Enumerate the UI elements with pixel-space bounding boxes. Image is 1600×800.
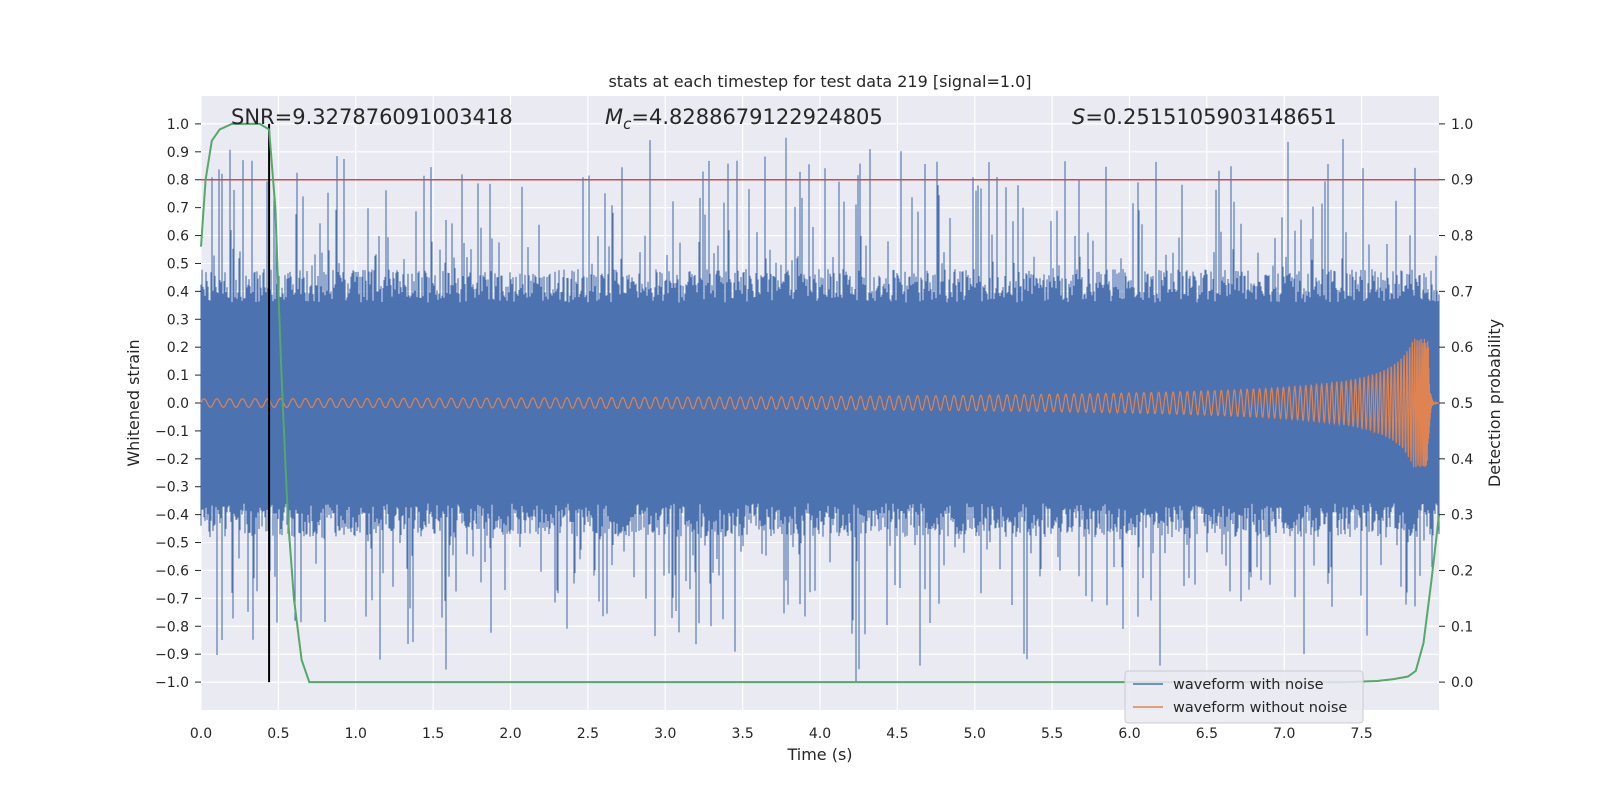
x-tick-label: 0.0 xyxy=(190,726,212,742)
y2-tick-label: 0.2 xyxy=(1451,563,1473,579)
y2-tick-label: 0.4 xyxy=(1451,452,1473,468)
mc-annotation: Mc=4.8288679122924805 xyxy=(605,105,883,133)
y-tick-label: −0.7 xyxy=(155,591,189,607)
x-tick-label: 5.5 xyxy=(1041,726,1063,742)
y-tick-label: 0.5 xyxy=(167,256,189,272)
y-tick-label: −0.3 xyxy=(155,480,189,496)
x-tick-label: 1.0 xyxy=(345,726,367,742)
x-tick-label: 3.0 xyxy=(654,726,676,742)
y-tick-label: −0.1 xyxy=(155,424,189,440)
y-tick-label: 0.3 xyxy=(167,312,189,328)
y-tick-label: −0.6 xyxy=(155,563,189,579)
y2-tick-label: 0.6 xyxy=(1451,340,1473,356)
y2-tick-label: 0.7 xyxy=(1451,284,1473,300)
y-tick-label: −0.4 xyxy=(155,508,189,524)
y2-axis-ticks: 1.0 0.9 0.8 0.7 0.6 0.5 0.4 0.3 0.2 0.1 0.0 xyxy=(1439,117,1473,691)
y-tick-label: −1.0 xyxy=(155,675,189,691)
x-tick-label: 0.5 xyxy=(267,726,289,742)
x-tick-label: 5.0 xyxy=(964,726,986,742)
y-tick-label: 0.7 xyxy=(167,201,189,217)
legend-label-noise: waveform with noise xyxy=(1173,677,1324,693)
y2-axis-label: Detection probability xyxy=(1485,319,1504,487)
y-tick-label: 0.4 xyxy=(167,284,189,300)
x-tick-label: 4.5 xyxy=(886,726,908,742)
y2-tick-label: 1.0 xyxy=(1451,117,1473,133)
s-symbol: S xyxy=(1072,105,1085,129)
y-tick-label: −0.2 xyxy=(155,452,189,468)
y2-tick-label: 0.0 xyxy=(1451,675,1473,691)
s-value: =0.2515105903148651 xyxy=(1085,105,1336,129)
y2-tick-label: 0.3 xyxy=(1451,508,1473,524)
x-axis-ticks: 0.0 0.5 1.0 1.5 2.0 2.5 3.0 3.5 4.0 4.5 5.0 5.5 6.0 6… xyxy=(190,726,1373,742)
y-tick-label: 0.9 xyxy=(167,145,189,161)
series-waveform-without-noise xyxy=(200,338,1440,468)
mc-symbol: M xyxy=(605,105,623,129)
y-tick-label: −0.5 xyxy=(155,536,189,552)
series-detection-probability xyxy=(200,122,1440,684)
y-tick-label: 0.1 xyxy=(167,368,189,384)
x-tick-label: 2.5 xyxy=(577,726,599,742)
chart-title: stats at each timestep for test data 219… xyxy=(608,72,1031,91)
legend-box xyxy=(1124,670,1364,724)
chirp-trace xyxy=(200,338,1440,468)
y-tick-label: 1.0 xyxy=(167,117,189,133)
x-tick-label: 6.5 xyxy=(1196,726,1218,742)
y-tick-label: −0.8 xyxy=(155,619,189,635)
y2-tick-label: 0.1 xyxy=(1451,619,1473,635)
x-tick-label: 6.0 xyxy=(1118,726,1140,742)
snr-annotation: SNR=9.327876091003418 xyxy=(231,105,513,129)
y-tick-label: 0.2 xyxy=(167,340,189,356)
y-tick-label: 0.8 xyxy=(167,173,189,189)
y-axis-label: Whitened strain xyxy=(124,339,143,466)
y-tick-label: 0.0 xyxy=(167,396,189,412)
legend-label-clean: waveform without noise xyxy=(1173,700,1347,716)
y-axis-ticks: 1.0 0.9 0.8 0.7 0.6 0.5 0.4 0.3 0.2 0.1 0.0 −0.1 −0.… xyxy=(155,117,201,691)
x-axis-label: Time (s) xyxy=(786,745,852,764)
mc-value: =4.8288679122924805 xyxy=(631,105,882,129)
x-tick-label: 7.5 xyxy=(1350,726,1372,742)
x-tick-label: 4.0 xyxy=(809,726,831,742)
y-tick-label: −0.9 xyxy=(155,647,189,663)
x-tick-label: 2.0 xyxy=(499,726,521,742)
mc-subscript: c xyxy=(623,115,632,133)
y2-tick-label: 0.8 xyxy=(1451,229,1473,245)
y2-tick-label: 0.9 xyxy=(1451,173,1473,189)
s-annotation: S=0.2515105903148651 xyxy=(1072,105,1337,129)
x-tick-label: 1.5 xyxy=(422,726,444,742)
y2-tick-label: 0.5 xyxy=(1451,396,1473,412)
y-tick-label: 0.6 xyxy=(167,229,189,245)
x-tick-label: 3.5 xyxy=(731,726,753,742)
x-tick-label: 7.0 xyxy=(1273,726,1295,742)
legend: waveform with noise waveform without noi… xyxy=(1124,670,1364,724)
